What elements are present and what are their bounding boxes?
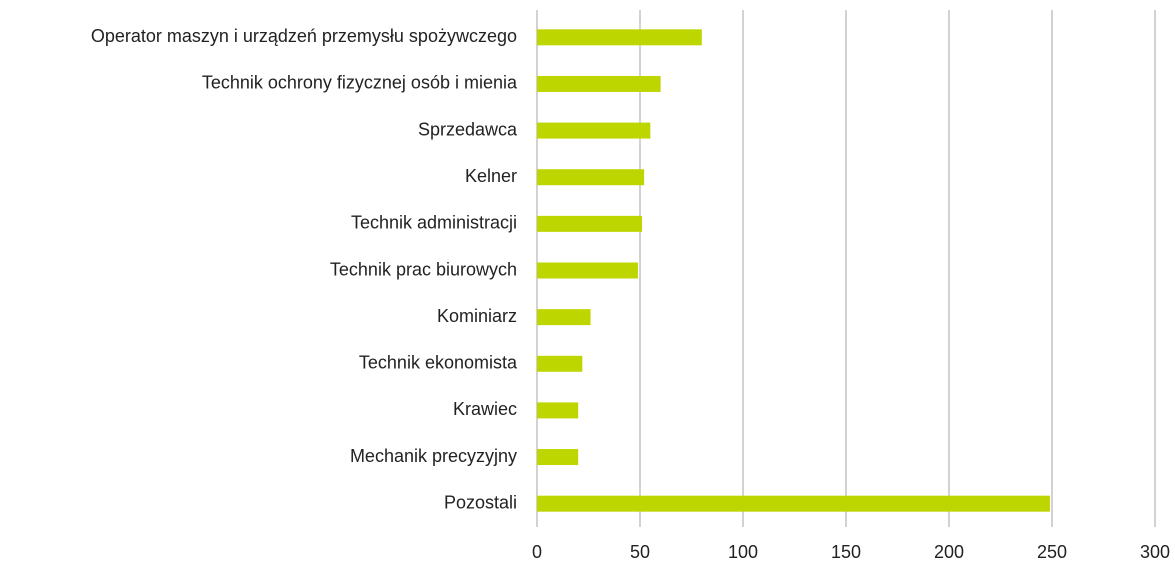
bar [537, 29, 702, 46]
bar [537, 495, 1050, 512]
y-tick-label: Technik prac biurowych [330, 259, 517, 279]
bar [537, 169, 645, 186]
bar [537, 355, 583, 372]
y-tick-label: Technik ekonomista [359, 353, 518, 373]
y-tick-label: Sprzedawca [418, 119, 518, 139]
x-tick-label: 200 [934, 542, 964, 562]
x-tick-label: 100 [728, 542, 758, 562]
bar [537, 215, 643, 232]
bar [537, 75, 661, 92]
bar [537, 449, 579, 466]
y-tick-label: Technik ochrony fizycznej osób i mienia [202, 73, 518, 93]
y-tick-label: Operator maszyn i urządzeń przemysłu spo… [91, 26, 517, 46]
x-tick-label: 300 [1140, 542, 1170, 562]
y-tick-label: Pozostali [444, 492, 517, 512]
bar [537, 309, 591, 326]
bar [537, 262, 638, 279]
y-tick-label: Kominiarz [437, 306, 517, 326]
x-tick-label: 0 [532, 542, 542, 562]
y-tick-label: Mechanik precyzyjny [350, 446, 517, 466]
y-tick-label: Kelner [465, 166, 517, 186]
y-tick-label: Technik administracji [351, 213, 517, 233]
x-tick-label: 150 [831, 542, 861, 562]
bar [537, 402, 579, 419]
bar [537, 122, 651, 139]
y-tick-label: Krawiec [453, 399, 517, 419]
x-tick-label: 50 [630, 542, 650, 562]
x-tick-label: 250 [1037, 542, 1067, 562]
